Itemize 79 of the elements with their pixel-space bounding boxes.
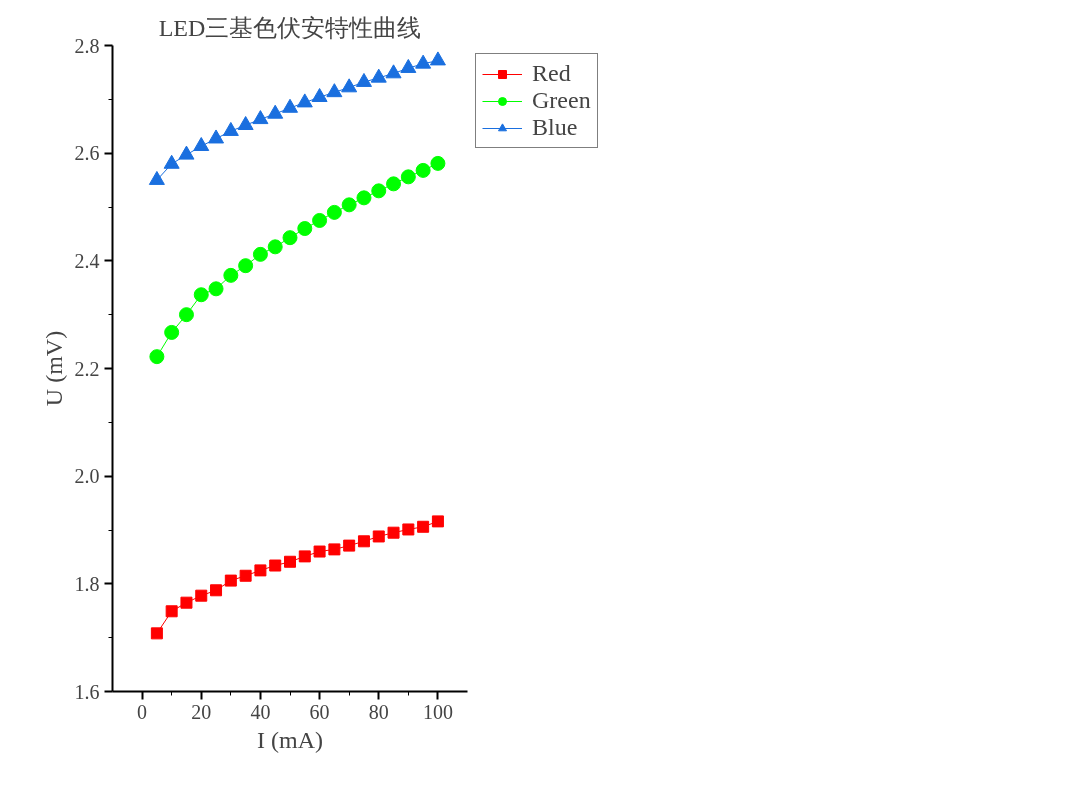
point — [341, 78, 358, 93]
point — [341, 197, 357, 213]
point — [254, 564, 267, 577]
point — [193, 137, 210, 151]
x-tick-label: 40 — [250, 700, 271, 723]
y-tick-label: 1.6 — [74, 680, 100, 703]
point — [431, 515, 444, 528]
y-tick-label: 1.8 — [74, 572, 100, 595]
y-tick-label: 2.0 — [74, 465, 100, 488]
y-tick-label: 2.4 — [74, 249, 100, 272]
x-tick-label: 20 — [191, 700, 212, 723]
point — [223, 267, 239, 283]
y-axis-title: U (mV) — [40, 330, 67, 407]
point — [371, 183, 387, 199]
legend-label: Green — [532, 87, 591, 114]
point — [178, 307, 194, 323]
point — [296, 93, 313, 108]
x-tick-label: 0 — [137, 700, 148, 723]
point — [328, 543, 341, 556]
point — [415, 54, 432, 69]
point — [370, 68, 387, 83]
point — [312, 212, 328, 228]
point — [355, 72, 372, 87]
x-axis-title: I (mA) — [257, 726, 323, 753]
point — [252, 246, 268, 262]
point — [282, 98, 298, 113]
point — [267, 104, 284, 119]
point — [343, 539, 356, 552]
point — [193, 287, 209, 303]
point — [298, 550, 311, 563]
legend-label: Red — [532, 60, 571, 87]
point — [326, 83, 343, 98]
point — [208, 129, 225, 144]
point — [372, 530, 385, 543]
point — [402, 523, 415, 536]
point — [311, 88, 328, 103]
y-tick-label: 2.2 — [74, 357, 100, 380]
point — [150, 627, 163, 640]
point — [195, 589, 208, 602]
point — [313, 545, 326, 558]
point — [222, 121, 239, 136]
y-tick-label: 2.6 — [74, 142, 100, 165]
point — [385, 64, 402, 79]
point — [267, 239, 283, 255]
point — [269, 559, 282, 572]
x-tick-label: 60 — [309, 700, 330, 723]
point — [415, 162, 431, 178]
point — [178, 145, 195, 160]
legend-label: Blue — [532, 114, 578, 141]
point — [163, 154, 180, 169]
x-tick-label: 80 — [368, 700, 389, 723]
point — [210, 584, 223, 597]
point — [164, 324, 180, 340]
point — [284, 555, 296, 568]
point — [208, 281, 224, 297]
point — [148, 170, 165, 185]
point — [165, 605, 178, 618]
point — [252, 110, 269, 125]
point — [297, 221, 313, 237]
point — [400, 169, 416, 185]
point — [386, 176, 402, 192]
point — [400, 58, 417, 73]
point — [326, 204, 342, 220]
point — [387, 526, 400, 539]
chart-title: LED三基色伏安特性曲线 — [158, 14, 422, 41]
point — [429, 51, 446, 66]
point — [357, 535, 370, 548]
point — [224, 574, 237, 587]
x-tick-label: 100 — [422, 700, 453, 723]
point — [238, 258, 254, 274]
point — [149, 349, 165, 365]
point — [430, 155, 446, 171]
y-tick-label: 2.8 — [74, 34, 100, 57]
point — [356, 190, 372, 206]
point — [237, 116, 254, 130]
point — [239, 569, 252, 582]
point — [417, 520, 430, 533]
point — [180, 596, 193, 609]
point — [282, 230, 298, 246]
